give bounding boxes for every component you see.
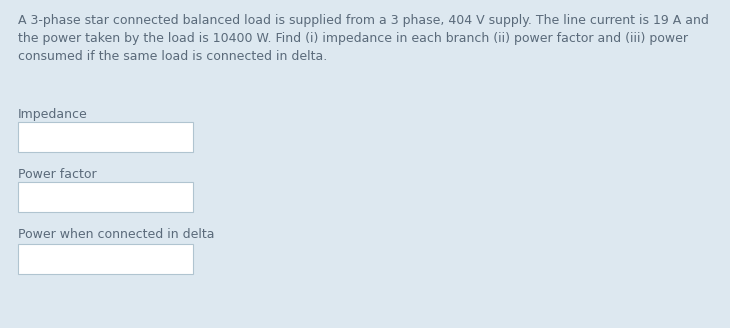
FancyBboxPatch shape: [18, 244, 193, 274]
Text: Power when connected in delta: Power when connected in delta: [18, 228, 215, 241]
Text: Power factor: Power factor: [18, 168, 96, 181]
Text: A 3-phase star connected balanced load is supplied from a 3 phase, 404 V supply.: A 3-phase star connected balanced load i…: [18, 14, 709, 63]
FancyBboxPatch shape: [18, 182, 193, 212]
Text: Impedance: Impedance: [18, 108, 88, 121]
FancyBboxPatch shape: [18, 122, 193, 152]
